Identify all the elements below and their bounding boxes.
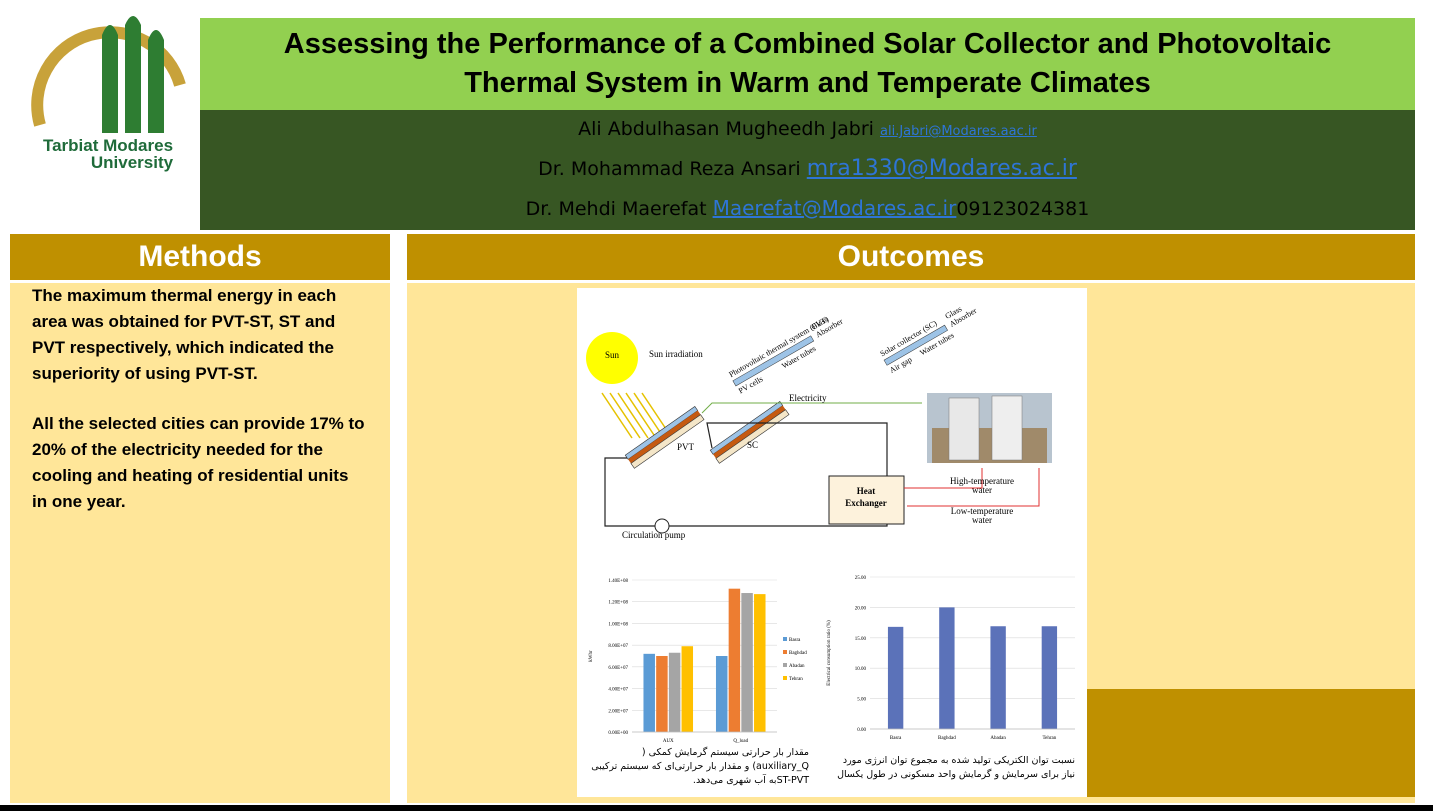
pvt-legend: Photovoltaic thermal system (PVT) Glass … <box>727 314 844 395</box>
bar <box>939 607 955 729</box>
label: water <box>972 515 992 525</box>
label: Low-temperature <box>951 506 1013 516</box>
author-name: Dr. Mehdi Maerefat <box>525 198 707 220</box>
label: Exchanger <box>845 498 887 508</box>
author-email[interactable]: Maerefat@Modares.ac.ir <box>712 196 957 220</box>
y-tick-label: 20.00 <box>855 606 867 611</box>
legend-label: Abadan <box>789 664 805 669</box>
y-tick-label: 15.00 <box>855 637 867 642</box>
author: Ali Abdulhasan Mugheedh Jabri ali.Jabri@… <box>200 118 1415 140</box>
figure: Sun Sun irradiation PVT SC Electricity C… <box>577 288 1087 797</box>
caption: مقدار بار حرارتی سیستم گرمایش کمکی ( aux… <box>591 747 809 786</box>
diagram: Sun Sun irradiation PVT SC Electricity C… <box>586 304 1052 540</box>
label: Heat <box>857 486 876 496</box>
legend-swatch <box>783 676 787 680</box>
y-tick-label: 10.00 <box>855 667 867 672</box>
sun <box>586 332 638 384</box>
title: Assessing the Performance of a Combined … <box>283 28 1332 99</box>
legend-swatch <box>783 650 787 654</box>
bar <box>656 656 668 732</box>
paragraph: The maximum thermal energy in each area … <box>32 286 337 383</box>
y-tick-label: 1.40E+08 <box>608 579 628 584</box>
electricity-line <box>701 402 922 414</box>
label: Sun irradiation <box>649 349 703 359</box>
label: PVT <box>677 442 695 452</box>
hot-cold-lines <box>904 468 1040 507</box>
author-name: Ali Abdulhasan Mugheedh Jabri <box>578 118 874 140</box>
label: Electricity <box>789 393 827 403</box>
building-photo <box>948 397 980 461</box>
pvt-panel <box>624 406 705 469</box>
label: Circulation pump <box>622 530 686 540</box>
bar <box>1041 626 1058 729</box>
x-tick-label: Basra <box>890 736 902 741</box>
y-tick-label: 4.00E+07 <box>608 688 628 693</box>
author: Dr. Mohammad Reza Ansari mra1330@Modares… <box>200 156 1415 181</box>
label: Sun <box>605 350 620 360</box>
y-tick-label: 25.00 <box>855 576 867 581</box>
bar <box>715 656 728 732</box>
logo-text: University <box>91 153 174 172</box>
pump <box>654 518 670 534</box>
legend-swatch <box>783 637 787 641</box>
bar <box>668 652 681 732</box>
legend-label: Tehran <box>789 677 803 682</box>
title-box: Assessing the Performance of a Combined … <box>200 18 1415 110</box>
x-tick-label: Tehran <box>1042 736 1056 741</box>
paragraph: All the selected cities can provide 17% … <box>32 414 365 511</box>
bar <box>990 626 1006 729</box>
authors: Ali Abdulhasan Mugheedh Jabri ali.Jabri@… <box>200 110 1415 230</box>
x-tick-label: Baghdad <box>938 736 956 741</box>
logo-trees <box>102 16 164 133</box>
y-tick-label: 0.00 <box>857 728 866 733</box>
methods-body: The maximum thermal energy in each area … <box>10 283 390 803</box>
author: Dr. Mehdi Maerefat Maerefat@Modares.ac.i… <box>200 196 1415 220</box>
label: High-temperature <box>950 476 1014 486</box>
y-tick-label: 1.00E+08 <box>608 622 628 627</box>
heat-exchanger <box>828 475 905 525</box>
decor-box <box>1052 689 1415 797</box>
label: SC <box>747 440 758 450</box>
caption: نسبت توان الکتریکی تولید شده به مجموع تو… <box>837 755 1075 780</box>
bar <box>754 594 766 732</box>
x-tick-label: Q_load <box>733 739 748 744</box>
sc-legend: Solar collector (SC) Glass Absorber Air … <box>879 304 979 375</box>
y-tick-label: 0.00E+00 <box>608 731 628 736</box>
author-phone: 09123024381 <box>956 198 1090 220</box>
y-tick-label: 5.00 <box>857 698 866 703</box>
y-tick-label: 2.00E+07 <box>608 709 628 714</box>
author-email[interactable]: mra1330@Modares.ac.ir <box>806 156 1077 181</box>
y-axis-label: Electrical consumption ratio (%) <box>827 620 832 686</box>
section-heading: Outcomes <box>407 234 1415 280</box>
bar <box>741 593 753 732</box>
x-tick-label: AUX <box>663 739 674 744</box>
x-tick-label: Abadan <box>990 736 1006 741</box>
legend-label: Baghdad <box>789 651 807 656</box>
y-tick-label: 1.20E+08 <box>608 601 628 606</box>
legend-swatch <box>783 663 787 667</box>
y-tick-label: 8.00E+07 <box>608 644 628 649</box>
y-axis-label: kWhr <box>589 650 594 662</box>
bar <box>728 588 741 732</box>
bottom-rule <box>0 805 1433 811</box>
sc-panel <box>709 401 790 464</box>
bar <box>643 653 655 732</box>
y-tick-label: 6.00E+07 <box>608 666 628 671</box>
bar <box>887 626 904 729</box>
author-email[interactable]: ali.Jabri@Modares.aac.ir <box>880 124 1037 139</box>
legend-label: Basra <box>789 638 801 643</box>
logo-text: Tarbiat Modares <box>43 136 173 155</box>
section-heading: Methods <box>10 234 390 280</box>
author-name: Dr. Mohammad Reza Ansari <box>538 158 801 180</box>
figure-graphic: Sun Sun irradiation PVT SC Electricity C… <box>586 304 1075 744</box>
bar <box>681 646 694 732</box>
water-loop <box>604 422 888 527</box>
building-photo <box>991 395 1023 461</box>
logo: Tarbiat Modares University <box>31 16 186 172</box>
label: water <box>972 485 992 495</box>
